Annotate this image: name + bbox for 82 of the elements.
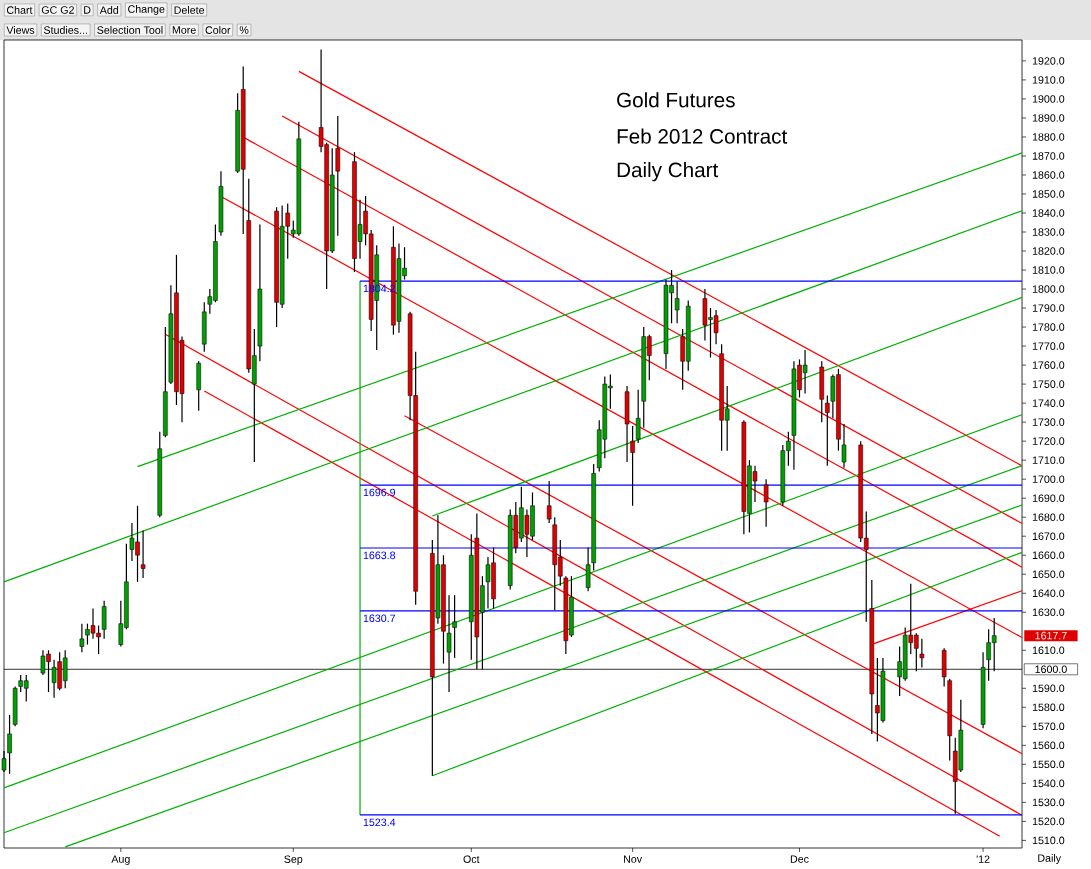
text: 1617.7 (1035, 631, 1067, 640)
candlestick (546, 480, 552, 524)
y-tick-label: 1860.0 (1032, 170, 1065, 179)
y-tick-label: 1690.0 (1032, 494, 1065, 502)
candlestick (452, 594, 457, 659)
text: % (239, 26, 249, 34)
y-tick-label: 1820.0 (1032, 247, 1065, 255)
series-label: 1663.8 (363, 551, 396, 559)
candlestick (763, 478, 769, 528)
x-tick-label: Nov (624, 855, 643, 863)
y-tick-label: 1850.0 (1032, 189, 1065, 198)
y-tick-label: 1900.0 (1032, 94, 1065, 103)
y-tick-label: 1740.0 (1032, 399, 1065, 407)
y-tick-label: 1550.0 (1032, 760, 1065, 768)
y-tick-label: 1910.0 (1032, 75, 1065, 84)
y-tick-label: 1610.0 (1032, 646, 1065, 654)
y-tick-label: 1890.0 (1032, 113, 1065, 122)
text: Chart (6, 5, 33, 14)
y-tick-label: 1670.0 (1032, 532, 1065, 540)
x-tick-label: Aug (111, 855, 130, 865)
text: Views (6, 25, 35, 34)
y-tick-label: 1530.0 (1032, 798, 1065, 806)
y-tick-label: 1870.0 (1032, 151, 1065, 160)
candlestick (841, 423, 847, 469)
candlestick (7, 714, 12, 775)
y-tick-label: 1780.0 (1032, 323, 1065, 331)
y-tick-label: 1560.0 (1032, 741, 1065, 749)
y-tick-label: 1720.0 (1032, 437, 1065, 445)
y-tick-label: 1640.0 (1032, 589, 1065, 597)
candlestick (335, 115, 341, 237)
candlestick (919, 638, 925, 668)
text: Gold Futures (617, 91, 735, 108)
text: More (172, 26, 196, 34)
text: D (84, 6, 91, 14)
y-tick-label: 1880.0 (1032, 132, 1065, 141)
series-label: 1523.4 (363, 818, 396, 826)
candlestick (635, 388, 641, 444)
candlestick (140, 529, 146, 579)
x-tick-label: Oct (463, 855, 480, 863)
candlestick (674, 280, 680, 324)
y-tick-label: 1800.0 (1032, 285, 1065, 293)
y-tick-label: 1520.0 (1032, 817, 1065, 825)
text: GC G2 (41, 5, 74, 14)
annotation: Daily Chart (617, 161, 719, 182)
y-tick-label: 1710.0 (1032, 456, 1065, 464)
y-tick-label: 1770.0 (1032, 342, 1065, 350)
text: Feb 2012 Contract (617, 128, 788, 144)
y-tick-label: 1810.0 (1032, 266, 1065, 274)
y-tick-label: 1790.0 (1032, 304, 1065, 312)
y-tick-label: 1840.0 (1032, 208, 1065, 217)
y-tick-label: 1920.0 (1032, 56, 1065, 65)
candlestick (630, 425, 635, 507)
y-tick-label: 1750.0 (1032, 380, 1065, 388)
ref-line-label: 1600.0 (1035, 665, 1067, 673)
text: Selection Tool (97, 25, 163, 34)
y-tick-label: 1590.0 (1032, 684, 1065, 692)
y-tick-label: 1580.0 (1032, 703, 1065, 711)
candlestick (825, 394, 830, 467)
y-tick-label: 1730.0 (1032, 418, 1065, 426)
candlestick (101, 600, 107, 640)
y-tick-label: 1630.0 (1032, 608, 1065, 616)
text: Studies... (43, 25, 87, 34)
y-tick-label: 1830.0 (1032, 228, 1065, 236)
x-tick-label: Sep (284, 855, 303, 865)
text: Color (205, 25, 231, 34)
series-label: 1630.7 (363, 614, 396, 622)
candlestick (585, 546, 591, 592)
text: Add (99, 5, 119, 14)
y-tick-label: 1760.0 (1032, 361, 1065, 369)
y-tick-label: 1700.0 (1032, 475, 1065, 483)
x-axis-title: Daily (1038, 853, 1062, 864)
x-tick-label: '12 (976, 855, 990, 863)
y-tick-label: 1680.0 (1032, 513, 1065, 521)
text: Delete (174, 5, 205, 14)
y-tick-label: 1570.0 (1032, 722, 1065, 730)
y-tick-label: 1510.0 (1032, 836, 1065, 844)
candlestick (79, 622, 85, 653)
text: Change (128, 4, 165, 15)
y-tick-label: 1540.0 (1032, 779, 1065, 787)
y-tick-label: 1660.0 (1032, 551, 1065, 559)
y-tick-label: 1650.0 (1032, 570, 1065, 578)
x-tick-label: Dec (790, 855, 809, 863)
